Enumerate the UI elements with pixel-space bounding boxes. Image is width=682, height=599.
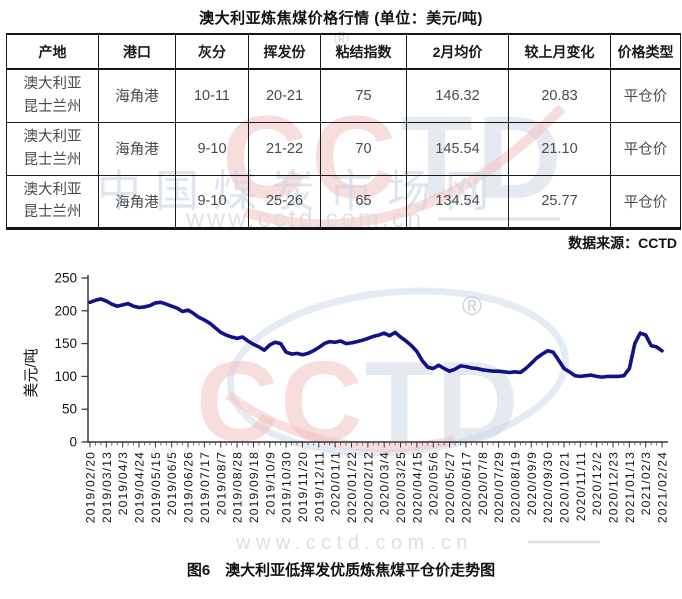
- cell-origin: 澳大利亚 昆士兰州: [6, 174, 99, 229]
- data-source: 数据来源：CCTD: [568, 235, 677, 251]
- x-tick-label: 2019/02/20: [84, 451, 98, 523]
- col-header-caking-index: 粘结指数: [320, 33, 407, 70]
- price-table: 产地 港口 灰分 挥发份 粘结指数 2月均价 较上月变化 价格类型 澳大利亚 昆…: [6, 33, 681, 230]
- cell-price-type: 平仓价: [610, 68, 681, 123]
- cell-mom-change: 20.83: [508, 68, 611, 123]
- y-tick-label: 200: [54, 303, 77, 318]
- cell-origin: 澳大利亚 昆士兰州: [6, 68, 99, 123]
- chart-axes: [87, 275, 668, 443]
- x-tick-label: 2019/10/30: [280, 451, 294, 523]
- cell-caking-index: 65: [320, 174, 407, 229]
- x-tick-label: 2019/06/26: [182, 451, 196, 523]
- y-tick-label: 0: [69, 435, 77, 450]
- cell-mom-change: 25.77: [508, 174, 611, 229]
- x-tick-label: 2020/07/8: [476, 451, 490, 515]
- cell-origin: 澳大利亚 昆士兰州: [6, 121, 99, 176]
- page-title: 澳大利亚炼焦煤价格行情 (单位：美元/吨): [199, 10, 483, 27]
- cell-price-type: 平仓价: [610, 121, 681, 176]
- x-tick-label: 2019/12/11: [312, 451, 326, 522]
- x-tick-label: 2019/08/7: [214, 451, 228, 515]
- table-row: 澳大利亚 昆士兰州 海角港 9-10 21-22 70 145.54 21.10…: [6, 121, 681, 176]
- cell-caking-index: 75: [320, 68, 407, 123]
- x-tick-label: 2020/03/25: [394, 451, 408, 523]
- price-line: [88, 297, 664, 379]
- col-header-origin: 产地: [6, 33, 99, 70]
- x-tick-label: 2020/10/21: [558, 451, 572, 523]
- x-tick-label: 2021/02/24: [656, 451, 670, 523]
- cell-feb-avg-price: 146.32: [406, 68, 509, 123]
- y-tick-label: 100: [54, 369, 77, 384]
- x-tick-label: 2019/09/18: [247, 451, 261, 523]
- x-tick-label: 2021/01/13: [623, 451, 637, 523]
- cell-port: 海角港: [98, 68, 176, 123]
- x-tick-label: 2020/09/30: [541, 451, 555, 523]
- cell-ash: 9-10: [175, 121, 249, 176]
- x-tick-label: 2019/03/13: [100, 451, 114, 523]
- x-tick-label: 2019/06/5: [165, 451, 179, 515]
- x-tick-label: 2020/01/1: [329, 451, 343, 515]
- x-tick-label: 2020/07/29: [492, 451, 506, 523]
- x-tick-label: 2021/02/3: [639, 451, 653, 515]
- cell-feb-avg-price: 145.54: [406, 121, 509, 176]
- x-tick-label: 2020/05/27: [443, 451, 457, 523]
- x-tick-label: 2020/03/4: [378, 451, 392, 515]
- y-tick-label: 250: [54, 271, 77, 286]
- cell-caking-index: 70: [320, 121, 407, 176]
- x-tick-label: 2020/06/17: [459, 451, 473, 523]
- x-tick-label: 2019/04/24: [133, 451, 147, 523]
- col-header-mom-change: 较上月变化: [508, 33, 611, 70]
- x-tick-label: 2019/11/20: [296, 451, 310, 522]
- cell-volatile: 25-26: [248, 174, 321, 229]
- table-row: 澳大利亚 昆士兰州 海角港 9-10 25-26 65 134.54 25.77…: [6, 174, 681, 229]
- table-row: 澳大利亚 昆士兰州 海角港 10-11 20-21 75 146.32 20.8…: [6, 68, 681, 123]
- x-tick-label: 2020/12/2: [590, 451, 604, 515]
- table-header-row: 产地 港口 灰分 挥发份 粘结指数 2月均价 较上月变化 价格类型: [6, 33, 681, 70]
- cell-ash: 9-10: [175, 174, 249, 229]
- col-header-volatile: 挥发份: [248, 33, 321, 70]
- x-tick-label: 2020/11/11: [574, 451, 588, 521]
- cell-volatile: 20-21: [248, 68, 321, 123]
- col-header-port: 港口: [98, 33, 176, 70]
- site-url-watermark: www.cctd.com.cn: [235, 532, 473, 554]
- cell-mom-change: 21.10: [508, 121, 611, 176]
- x-tick-label: 2020/02/12: [361, 451, 375, 523]
- price-trend-chart: CCTD ® www.cctd.com.cn 0 50 100 150 200 250 美元/吨 2…: [23, 271, 670, 555]
- svg-text:CCTD: CCTD: [196, 339, 521, 466]
- x-tick-label: 2020/12/23: [607, 451, 621, 523]
- x-tick-label: 2020/09/9: [525, 451, 539, 515]
- cell-feb-avg-price: 134.54: [406, 174, 509, 229]
- col-header-price-type: 价格类型: [610, 33, 681, 70]
- x-tick-label: 2019/05/15: [149, 451, 163, 523]
- cell-price-type: 平仓价: [610, 174, 681, 229]
- y-tick-label: 50: [62, 402, 77, 417]
- x-tick-label: 2019/04/3: [116, 451, 130, 515]
- col-header-feb-avg-price: 2月均价: [406, 33, 509, 70]
- x-tick-label: 2019/10/9: [263, 451, 277, 515]
- cell-volatile: 21-22: [248, 121, 321, 176]
- x-tick-label: 2019/08/28: [231, 451, 245, 523]
- x-tick-label: 2020/08/19: [508, 451, 522, 523]
- x-tick-label: 2020/04/15: [410, 451, 424, 523]
- x-tick-label: 2020/01/22: [345, 451, 359, 523]
- col-header-ash: 灰分: [175, 33, 249, 70]
- cell-port: 海角港: [98, 121, 176, 176]
- x-tick-label: 2020/05/6: [427, 451, 441, 515]
- y-tick-label: 150: [54, 336, 77, 351]
- cell-ash: 10-11: [175, 68, 249, 123]
- y-axis-title: 美元/吨: [23, 348, 40, 397]
- registered-icon: ®: [462, 291, 482, 321]
- cell-port: 海角港: [98, 174, 176, 229]
- x-tick-label: 2019/07/17: [198, 451, 212, 523]
- figure-caption: 图6 澳大利亚低挥发优质炼焦煤平仓价走势图: [186, 562, 496, 579]
